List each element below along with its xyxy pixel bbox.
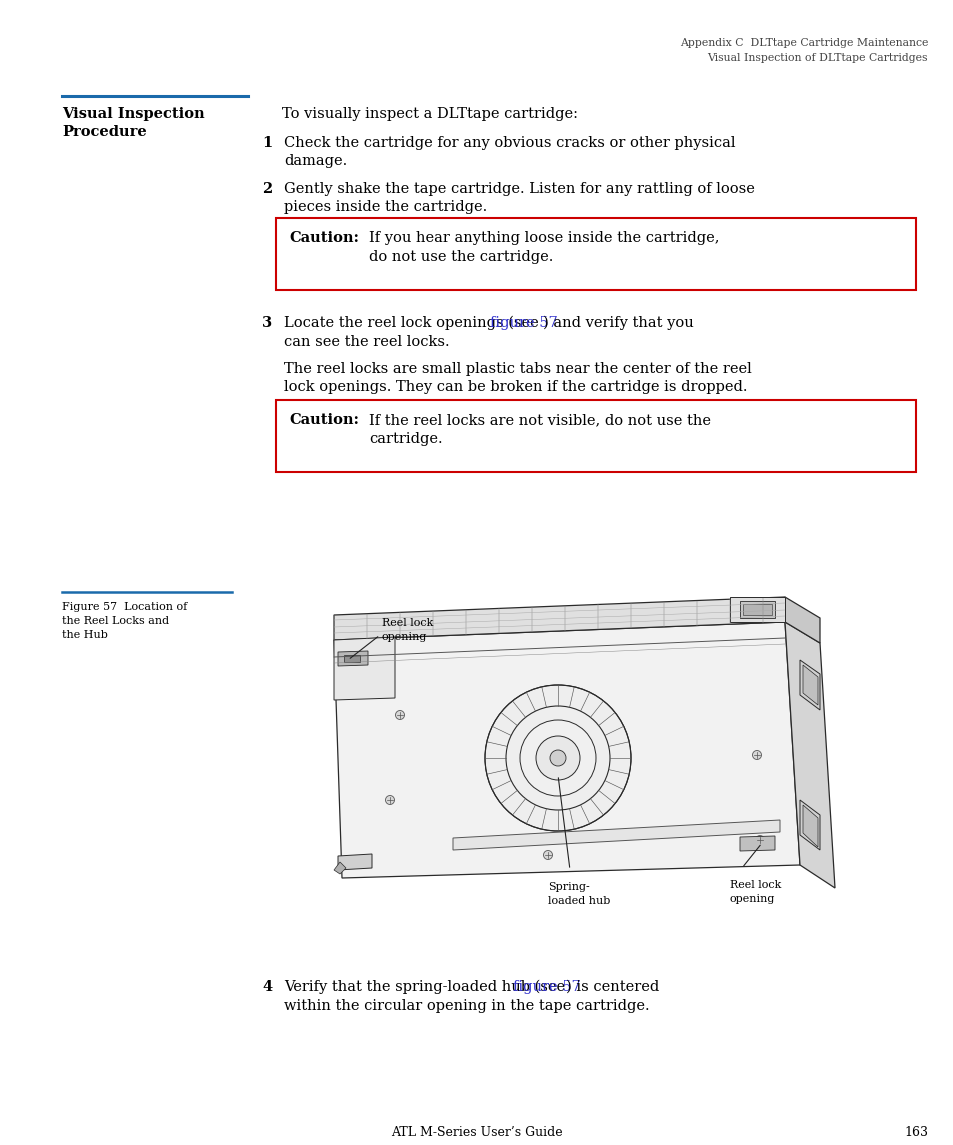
Polygon shape (334, 637, 395, 700)
Polygon shape (453, 820, 780, 850)
Text: loaded hub: loaded hub (547, 897, 610, 906)
Text: If you hear anything loose inside the cartridge,: If you hear anything loose inside the ca… (369, 231, 719, 245)
Polygon shape (784, 597, 820, 643)
Circle shape (395, 711, 404, 719)
Circle shape (484, 685, 630, 831)
Polygon shape (334, 862, 346, 874)
Text: Visual Inspection of DLTtape Cartridges: Visual Inspection of DLTtape Cartridges (707, 53, 927, 63)
Circle shape (550, 750, 565, 766)
Text: Verify that the spring-loaded hub (see: Verify that the spring-loaded hub (see (284, 980, 569, 994)
Polygon shape (337, 652, 368, 666)
Text: the Reel Locks and: the Reel Locks and (62, 616, 169, 626)
Text: Caution:: Caution: (289, 413, 358, 427)
Polygon shape (784, 622, 834, 889)
Text: lock openings. They can be broken if the cartridge is dropped.: lock openings. They can be broken if the… (284, 380, 747, 394)
Text: opening: opening (381, 632, 427, 642)
Text: If the reel locks are not visible, do not use the: If the reel locks are not visible, do no… (369, 413, 710, 427)
Polygon shape (740, 601, 774, 618)
Polygon shape (740, 836, 774, 851)
Text: Caution:: Caution: (289, 231, 358, 245)
Polygon shape (334, 597, 784, 640)
Circle shape (752, 750, 760, 759)
Polygon shape (800, 660, 820, 710)
Text: 1: 1 (262, 136, 272, 150)
Text: Check the cartridge for any obvious cracks or other physical: Check the cartridge for any obvious crac… (284, 136, 735, 150)
Polygon shape (800, 800, 820, 850)
Polygon shape (334, 622, 800, 878)
Text: 163: 163 (903, 1126, 927, 1139)
Text: 4: 4 (262, 980, 272, 994)
Polygon shape (802, 665, 817, 705)
Text: pieces inside the cartridge.: pieces inside the cartridge. (284, 200, 487, 214)
Circle shape (519, 720, 596, 796)
Text: the Hub: the Hub (62, 630, 108, 640)
Text: figure 57: figure 57 (513, 980, 580, 994)
Text: figure 57: figure 57 (489, 316, 557, 330)
Polygon shape (729, 597, 784, 622)
Circle shape (755, 836, 763, 845)
Text: 3: 3 (262, 316, 272, 330)
Text: Gently shake the tape cartridge. Listen for any rattling of loose: Gently shake the tape cartridge. Listen … (284, 182, 754, 196)
Polygon shape (802, 805, 817, 847)
Text: opening: opening (729, 894, 775, 905)
Circle shape (536, 736, 579, 780)
Text: Visual Inspection: Visual Inspection (62, 106, 204, 121)
Text: damage.: damage. (284, 153, 347, 168)
Text: within the circular opening in the tape cartridge.: within the circular opening in the tape … (284, 998, 649, 1013)
Circle shape (385, 796, 395, 805)
Polygon shape (742, 605, 771, 615)
Text: ) and verify that you: ) and verify that you (542, 316, 693, 331)
Polygon shape (344, 655, 359, 662)
Text: 2: 2 (262, 182, 272, 196)
Text: Locate the reel lock openings (see: Locate the reel lock openings (see (284, 316, 543, 331)
Text: do not use the cartridge.: do not use the cartridge. (369, 250, 553, 264)
Text: ) is centered: ) is centered (566, 980, 659, 994)
Text: cartridge.: cartridge. (369, 432, 442, 447)
Text: Figure 57  Location of: Figure 57 Location of (62, 602, 187, 611)
Text: The reel locks are small plastic tabs near the center of the reel: The reel locks are small plastic tabs ne… (284, 362, 751, 376)
Text: can see the reel locks.: can see the reel locks. (284, 335, 449, 349)
Text: Reel lock: Reel lock (381, 618, 433, 627)
Circle shape (543, 851, 552, 860)
FancyBboxPatch shape (275, 218, 915, 290)
Text: Reel lock: Reel lock (729, 881, 781, 890)
Text: Procedure: Procedure (62, 125, 147, 139)
Text: Appendix C  DLTtape Cartridge Maintenance: Appendix C DLTtape Cartridge Maintenance (679, 38, 927, 48)
FancyBboxPatch shape (275, 400, 915, 472)
Text: To visually inspect a DLTtape cartridge:: To visually inspect a DLTtape cartridge: (282, 106, 578, 121)
Text: ATL M-Series User’s Guide: ATL M-Series User’s Guide (391, 1126, 562, 1139)
Polygon shape (337, 854, 372, 870)
Text: Spring-: Spring- (547, 882, 589, 892)
